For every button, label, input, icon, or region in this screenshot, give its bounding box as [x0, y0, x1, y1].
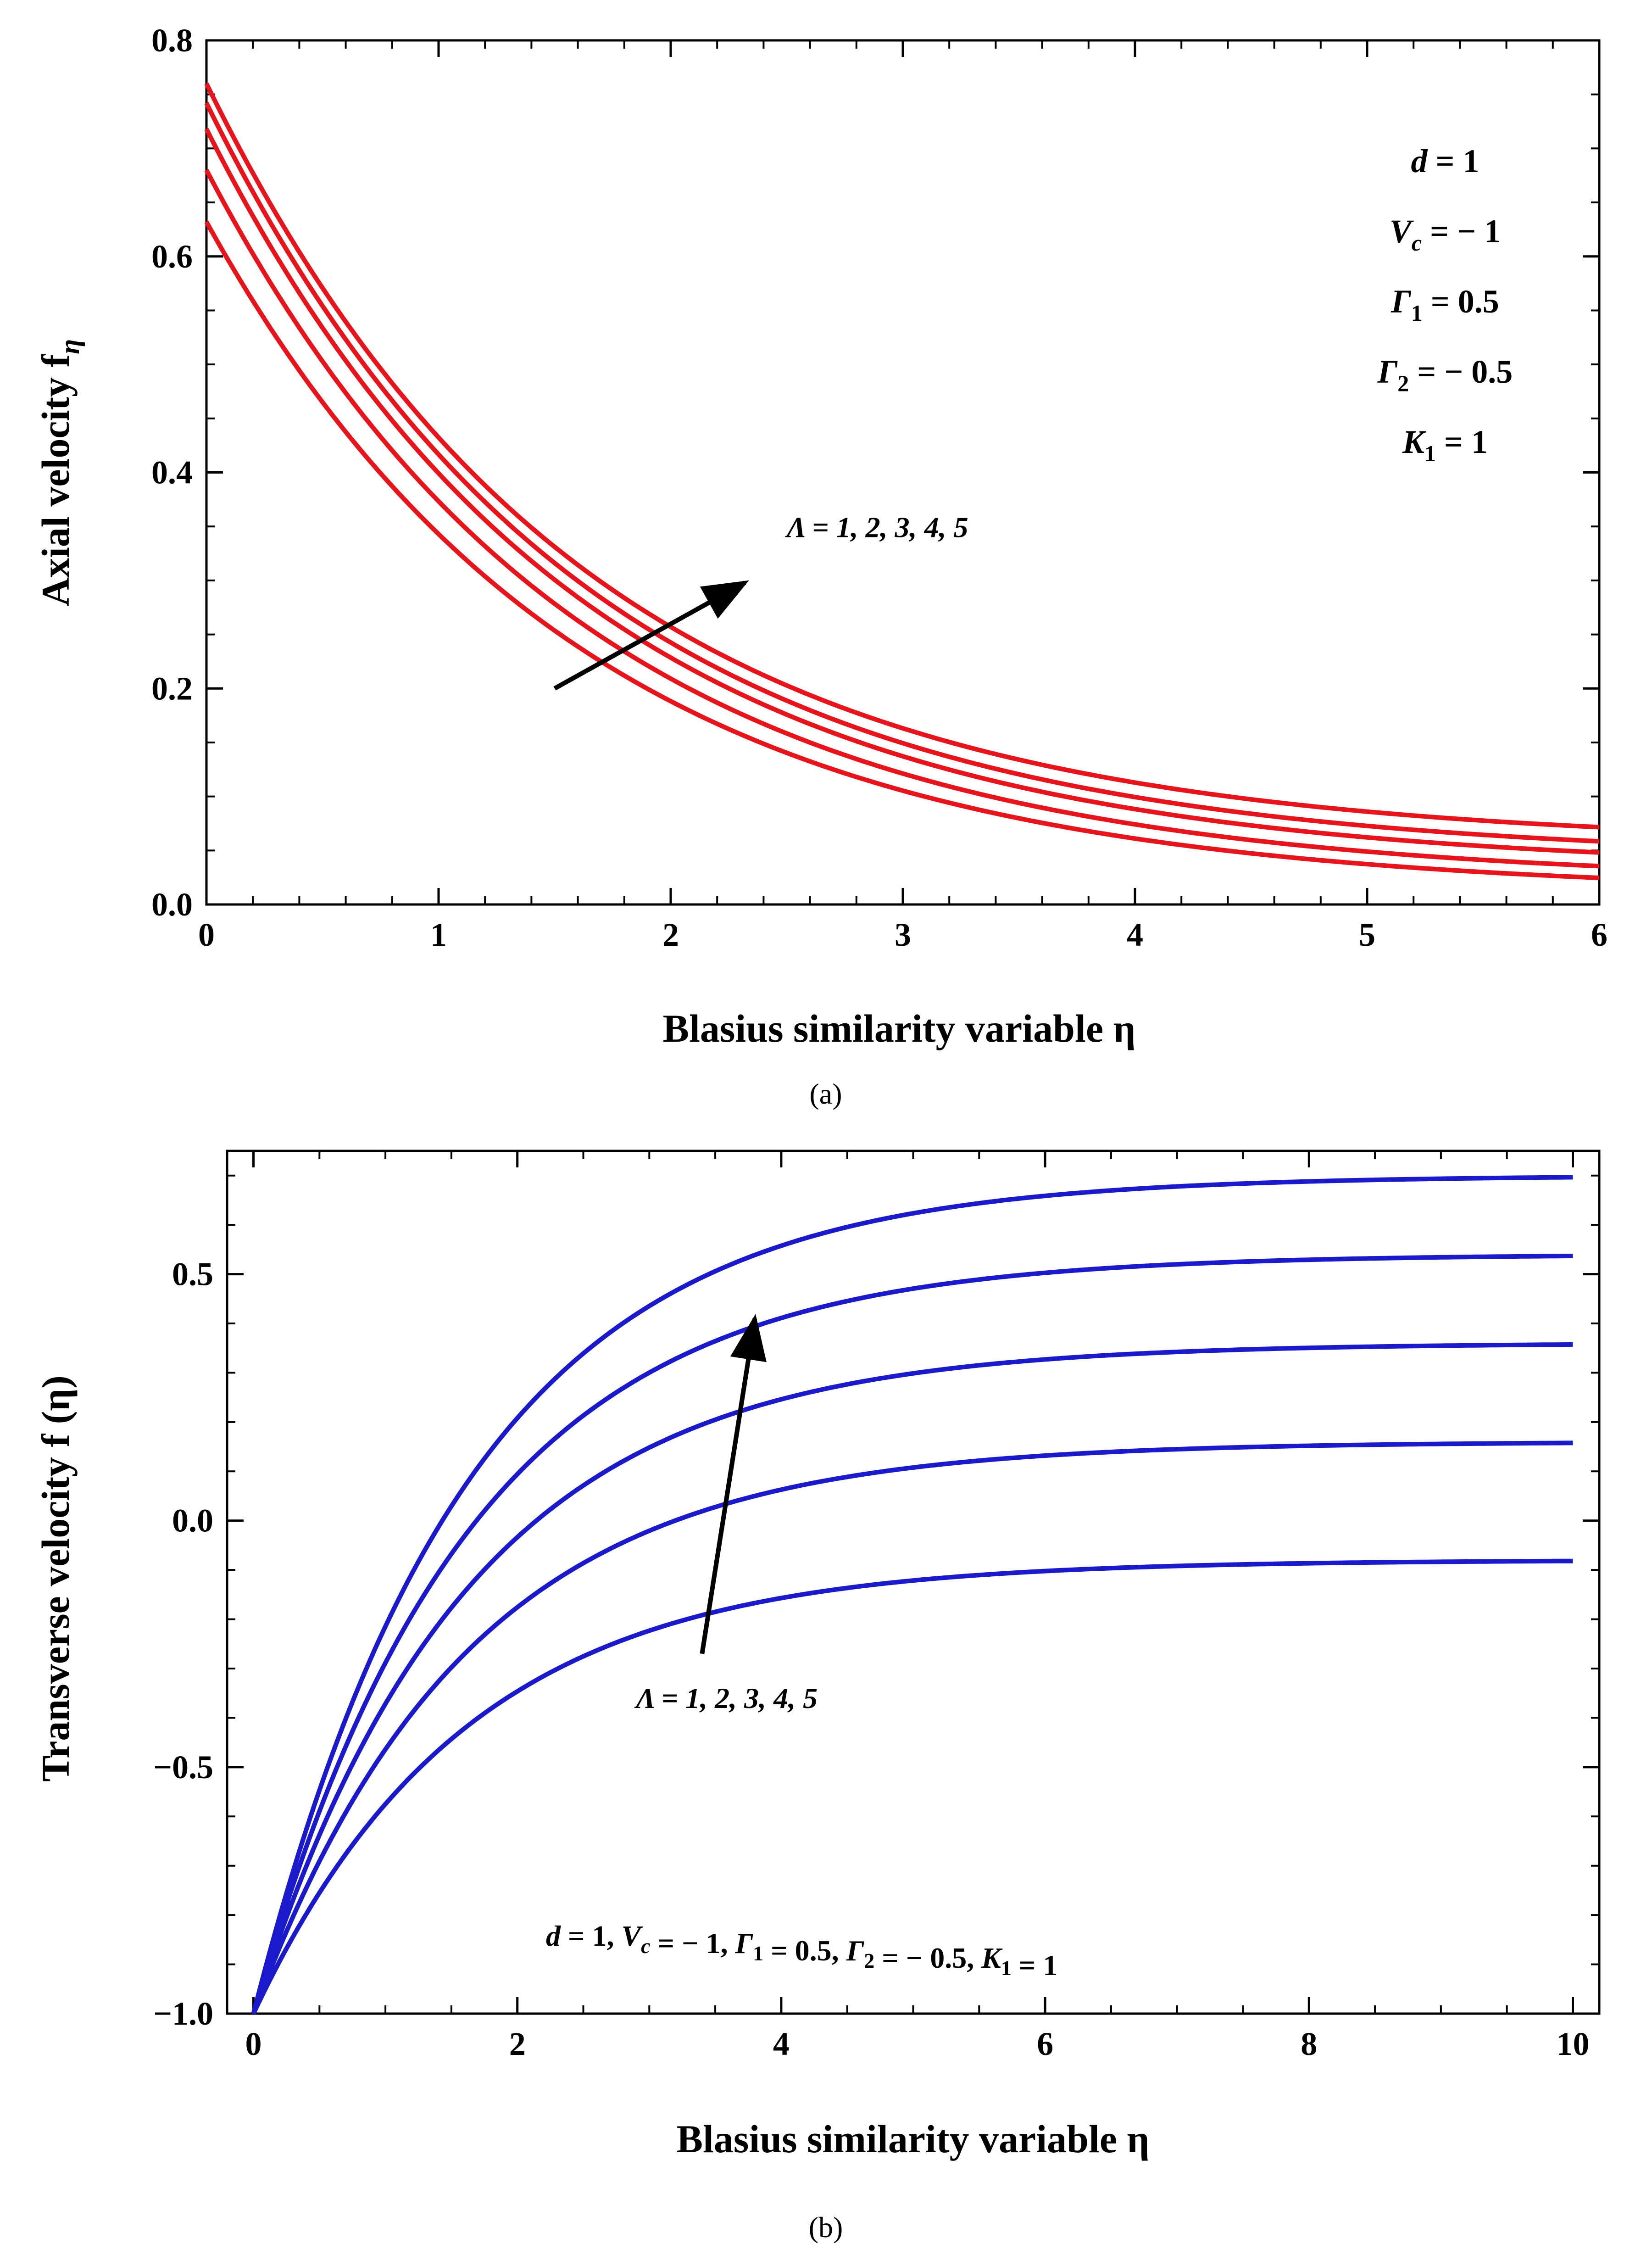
parameter-part: d [546, 1920, 561, 1952]
series-line [204, 102, 1600, 844]
x-tick-label: 2 [662, 916, 679, 953]
y-axis-label-subscript: η [55, 339, 85, 354]
series-line [204, 128, 1600, 855]
parameter-symbol: d [1411, 143, 1428, 179]
chart-panel-b: 0 2 4 6 8 10−1.0−0.50.00.5 Λ = 1, 2, 3, 4, 5 … [33, 1150, 1601, 2244]
parameter-subscript: 2 [864, 1949, 874, 1972]
parameter-part: V [621, 1920, 643, 1952]
series-line [251, 1440, 1573, 2015]
x-tick-label: 2 [509, 2026, 526, 2062]
x-tick-label: 4 [1127, 916, 1143, 953]
x-axis-label: Blasius similarity variable η [677, 2117, 1150, 2161]
y-tick-label: 0.2 [151, 670, 193, 707]
y-tick-label: −1.0 [153, 1995, 213, 2032]
series-line [204, 82, 1600, 830]
series-line [204, 220, 1600, 880]
y-axis-label: Transverse velocity f (η) [33, 1375, 78, 1781]
parameter-part: = − 1, [651, 1927, 735, 1959]
parameter-part: = 1 [1012, 1949, 1057, 1981]
panel-label-a: (a) [809, 1077, 842, 1110]
parameter-list: d = 1Vc = − 1Γ1 = 0.5Γ2 = − 0.5K1 = 1 [1377, 143, 1513, 466]
y-tick-label: 0.0 [172, 1502, 213, 1539]
parameter-line: Vc = − 1 [1390, 213, 1501, 256]
parameter-subscript: 1 [753, 1942, 763, 1965]
x-tick-label: 6 [1591, 916, 1608, 953]
parameter-subscript: 1 [1424, 441, 1436, 466]
series-line [251, 1254, 1573, 2015]
y-axis-label-main: Axial velocity f [33, 353, 78, 606]
y-tick-label: 0.8 [151, 22, 193, 59]
x-tick-label: 5 [1359, 916, 1375, 953]
x-tick-label: 8 [1301, 2026, 1317, 2062]
ticks: 0 2 4 6 8 10 −1.0 −0.5 0.0 0.5 [153, 1151, 1599, 2062]
x-tick-label: 6 [1037, 2026, 1053, 2062]
panel-label-b: (b) [809, 2211, 843, 2244]
x-tick-label: 0 [198, 916, 215, 953]
parameter-part: Γ [846, 1934, 864, 1967]
x-tick-label: 0 [245, 2026, 262, 2062]
parameter-part: Γ [735, 1927, 753, 1959]
parameter-part: = 1, [561, 1920, 621, 1952]
series-line [251, 1558, 1573, 2015]
chart-panel-a: 0 1 2 3 4 5 6 0.0 0.2 0.4 0.6 0.8 Λ = 1, 2, 3, 4, 5… [33, 22, 1608, 1110]
parameter-line: Γ1 = 0.5 [1391, 283, 1499, 326]
lambda-annotation: Λ = 1, 2, 3, 4, 5 [634, 1682, 818, 1714]
parameter-line: d = 1 [1411, 143, 1479, 179]
parameter-list: d = 1, Vc = − 1, Γ1 = 0.5, Γ2 = − 0.5, K… [546, 1920, 1057, 1981]
x-axis-label: Blasius similarity variable η [663, 1006, 1136, 1050]
parameter-value: = 1 [1427, 143, 1479, 179]
lambda-arrow [553, 580, 749, 691]
x-tick-label: 3 [895, 916, 911, 953]
curves [204, 82, 1600, 880]
y-tick-label: 0.4 [151, 454, 193, 491]
ticks: 0 1 2 3 4 5 6 0.0 0.2 0.4 0.6 0.8 [151, 22, 1608, 953]
x-tick-label: 4 [773, 2026, 790, 2062]
parameter-line: Γ2 = − 0.5 [1377, 353, 1513, 396]
parameter-value: = 0.5 [1423, 283, 1499, 320]
lambda-arrow [700, 1314, 767, 1654]
y-tick-label: −0.5 [153, 1749, 213, 1786]
parameter-subscript: c [1412, 230, 1422, 256]
series-line [251, 1342, 1573, 2015]
parameter-value: = 1 [1436, 424, 1488, 460]
parameter-part: K [981, 1942, 1003, 1974]
x-tick-label: 10 [1556, 2026, 1589, 2062]
parameter-symbol: Γ [1377, 353, 1398, 390]
parameter-part: = 0.5, [763, 1934, 846, 1967]
parameter-subscript: 1 [1411, 300, 1423, 326]
parameter-subscript: 2 [1397, 370, 1409, 396]
y-tick-label: 0.6 [151, 238, 193, 275]
parameter-symbol: Γ [1391, 283, 1411, 320]
y-axis-label: Axial velocity fη [33, 339, 85, 606]
parameter-subscript: 1 [1001, 1956, 1012, 1980]
series-line [251, 1175, 1573, 2015]
series-line [204, 169, 1600, 869]
y-tick-label: 0.5 [172, 1256, 213, 1293]
parameter-part: = − 0.5, [874, 1942, 981, 1974]
parameter-line: K1 = 1 [1402, 424, 1488, 466]
parameter-value: = − 1 [1422, 213, 1501, 250]
parameter-symbol: K [1402, 424, 1427, 460]
parameter-subscript: c [641, 1934, 650, 1958]
y-tick-label: 0.0 [151, 886, 193, 923]
lambda-annotation: Λ = 1, 2, 3, 4, 5 [785, 511, 968, 544]
curves [251, 1175, 1573, 2015]
x-tick-label: 1 [430, 916, 447, 953]
parameter-symbol: V [1390, 213, 1414, 250]
parameter-value: = − 0.5 [1409, 353, 1513, 390]
